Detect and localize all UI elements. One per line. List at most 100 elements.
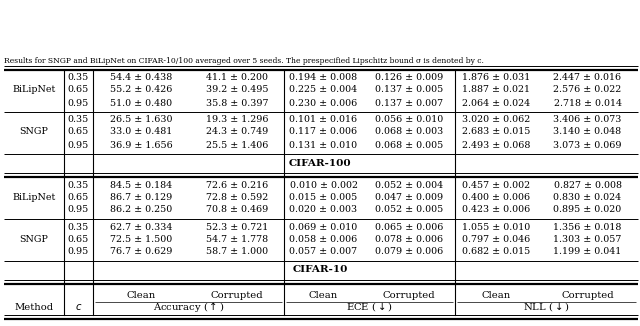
Text: Corrupted: Corrupted [561, 290, 614, 300]
Text: 35.8 ± 0.397: 35.8 ± 0.397 [205, 98, 268, 108]
Text: 36.9 ± 1.656: 36.9 ± 1.656 [110, 141, 173, 150]
Text: 2.718 ± 0.014: 2.718 ± 0.014 [554, 98, 621, 108]
Text: 1.055 ± 0.010: 1.055 ± 0.010 [462, 223, 530, 231]
Text: 0.194 ± 0.008: 0.194 ± 0.008 [289, 73, 358, 82]
Text: ECE ($\downarrow$): ECE ($\downarrow$) [346, 301, 393, 314]
Text: 0.068 ± 0.005: 0.068 ± 0.005 [375, 141, 443, 150]
Text: 0.056 ± 0.010: 0.056 ± 0.010 [375, 115, 443, 125]
Text: 0.830 ± 0.024: 0.830 ± 0.024 [554, 192, 621, 201]
Text: CIFAR-10: CIFAR-10 [292, 265, 348, 274]
Text: 19.3 ± 1.296: 19.3 ± 1.296 [205, 115, 268, 125]
Text: 1.303 ± 0.057: 1.303 ± 0.057 [554, 234, 621, 244]
Text: 52.3 ± 0.721: 52.3 ± 0.721 [206, 223, 268, 231]
Text: 1.876 ± 0.031: 1.876 ± 0.031 [462, 73, 530, 82]
Text: 0.35: 0.35 [68, 115, 89, 125]
Text: 0.225 ± 0.004: 0.225 ± 0.004 [289, 85, 358, 95]
Text: 55.2 ± 0.426: 55.2 ± 0.426 [110, 85, 173, 95]
Text: 0.65: 0.65 [68, 234, 89, 244]
Text: Accuracy ($\uparrow$): Accuracy ($\uparrow$) [153, 300, 224, 314]
Text: 0.400 ± 0.006: 0.400 ± 0.006 [462, 192, 530, 201]
Text: 41.1 ± 0.200: 41.1 ± 0.200 [206, 73, 268, 82]
Text: 3.406 ± 0.073: 3.406 ± 0.073 [554, 115, 621, 125]
Text: BiLipNet: BiLipNet [12, 85, 56, 95]
Text: 72.8 ± 0.592: 72.8 ± 0.592 [206, 192, 268, 201]
Text: 70.8 ± 0.469: 70.8 ± 0.469 [206, 205, 268, 215]
Text: 0.35: 0.35 [68, 223, 89, 231]
Text: 0.457 ± 0.002: 0.457 ± 0.002 [462, 181, 530, 189]
Text: 86.7 ± 0.129: 86.7 ± 0.129 [110, 192, 173, 201]
Text: 1.356 ± 0.018: 1.356 ± 0.018 [554, 223, 621, 231]
Text: 54.4 ± 0.438: 54.4 ± 0.438 [110, 73, 173, 82]
Text: 0.230 ± 0.006: 0.230 ± 0.006 [289, 98, 358, 108]
Text: 0.65: 0.65 [68, 127, 89, 137]
Text: 0.015 ± 0.005: 0.015 ± 0.005 [289, 192, 358, 201]
Text: 0.058 ± 0.006: 0.058 ± 0.006 [289, 234, 358, 244]
Text: 0.052 ± 0.005: 0.052 ± 0.005 [375, 205, 443, 215]
Text: 0.65: 0.65 [68, 85, 89, 95]
Text: 0.069 ± 0.010: 0.069 ± 0.010 [289, 223, 358, 231]
Text: 3.140 ± 0.048: 3.140 ± 0.048 [554, 127, 621, 137]
Text: 0.057 ± 0.007: 0.057 ± 0.007 [289, 247, 358, 257]
Text: 0.126 ± 0.009: 0.126 ± 0.009 [375, 73, 443, 82]
Text: 86.2 ± 0.250: 86.2 ± 0.250 [110, 205, 173, 215]
Text: 33.0 ± 0.481: 33.0 ± 0.481 [110, 127, 173, 137]
Text: 2.064 ± 0.024: 2.064 ± 0.024 [462, 98, 530, 108]
Text: 0.95: 0.95 [68, 205, 89, 215]
Text: Clean: Clean [309, 290, 338, 300]
Text: 0.95: 0.95 [68, 247, 89, 257]
Text: 2.447 ± 0.016: 2.447 ± 0.016 [554, 73, 621, 82]
Text: Clean: Clean [127, 290, 156, 300]
Text: BiLipNet: BiLipNet [12, 192, 56, 201]
Text: 0.131 ± 0.010: 0.131 ± 0.010 [289, 141, 358, 150]
Text: 0.068 ± 0.003: 0.068 ± 0.003 [375, 127, 443, 137]
Text: 39.2 ± 0.495: 39.2 ± 0.495 [205, 85, 268, 95]
Text: 24.3 ± 0.749: 24.3 ± 0.749 [206, 127, 268, 137]
Text: 0.101 ± 0.016: 0.101 ± 0.016 [289, 115, 358, 125]
Text: SNGP: SNGP [20, 234, 49, 244]
Text: 58.7 ± 1.000: 58.7 ± 1.000 [206, 247, 268, 257]
Text: 0.079 ± 0.006: 0.079 ± 0.006 [375, 247, 443, 257]
Text: 62.7 ± 0.334: 62.7 ± 0.334 [110, 223, 173, 231]
Text: 0.137 ± 0.005: 0.137 ± 0.005 [375, 85, 443, 95]
Text: 2.683 ± 0.015: 2.683 ± 0.015 [462, 127, 530, 137]
Text: 0.052 ± 0.004: 0.052 ± 0.004 [375, 181, 443, 189]
Text: 51.0 ± 0.480: 51.0 ± 0.480 [111, 98, 173, 108]
Text: 0.895 ± 0.020: 0.895 ± 0.020 [554, 205, 621, 215]
Text: 0.682 ± 0.015: 0.682 ± 0.015 [462, 247, 530, 257]
Text: 54.7 ± 1.778: 54.7 ± 1.778 [206, 234, 268, 244]
Text: Results for SNGP and BiLipNet on CIFAR-10/100 averaged over 5 seeds. The prespec: Results for SNGP and BiLipNet on CIFAR-1… [4, 57, 484, 65]
Text: 76.7 ± 0.629: 76.7 ± 0.629 [110, 247, 173, 257]
Text: Corrupted: Corrupted [211, 290, 263, 300]
Text: 0.047 ± 0.009: 0.047 ± 0.009 [375, 192, 443, 201]
Text: 3.073 ± 0.069: 3.073 ± 0.069 [553, 141, 621, 150]
Text: 25.5 ± 1.406: 25.5 ± 1.406 [206, 141, 268, 150]
Text: SNGP: SNGP [20, 127, 49, 137]
Text: 1.887 ± 0.021: 1.887 ± 0.021 [462, 85, 530, 95]
Text: 0.010 ± 0.002: 0.010 ± 0.002 [289, 181, 358, 189]
Text: Corrupted: Corrupted [383, 290, 435, 300]
Text: NLL ($\downarrow$): NLL ($\downarrow$) [524, 301, 570, 314]
Text: 1.199 ± 0.041: 1.199 ± 0.041 [554, 247, 621, 257]
Text: 0.65: 0.65 [68, 192, 89, 201]
Text: $c$: $c$ [75, 302, 82, 312]
Text: Method: Method [15, 303, 54, 312]
Text: 0.137 ± 0.007: 0.137 ± 0.007 [375, 98, 443, 108]
Text: 26.5 ± 1.630: 26.5 ± 1.630 [110, 115, 173, 125]
Text: 0.423 ± 0.006: 0.423 ± 0.006 [462, 205, 530, 215]
Text: 0.35: 0.35 [68, 181, 89, 189]
Text: 0.827 ± 0.008: 0.827 ± 0.008 [554, 181, 621, 189]
Text: 0.797 ± 0.046: 0.797 ± 0.046 [462, 234, 530, 244]
Text: 72.6 ± 0.216: 72.6 ± 0.216 [206, 181, 268, 189]
Text: 2.576 ± 0.022: 2.576 ± 0.022 [554, 85, 621, 95]
Text: 2.493 ± 0.068: 2.493 ± 0.068 [462, 141, 530, 150]
Text: 3.020 ± 0.062: 3.020 ± 0.062 [462, 115, 530, 125]
Text: CIFAR-100: CIFAR-100 [289, 158, 351, 168]
Text: 84.5 ± 0.184: 84.5 ± 0.184 [111, 181, 173, 189]
Text: 0.078 ± 0.006: 0.078 ± 0.006 [375, 234, 443, 244]
Text: 0.95: 0.95 [68, 98, 89, 108]
Text: 0.35: 0.35 [68, 73, 89, 82]
Text: 72.5 ± 1.500: 72.5 ± 1.500 [110, 234, 173, 244]
Text: 0.95: 0.95 [68, 141, 89, 150]
Text: Clean: Clean [481, 290, 511, 300]
Text: 0.065 ± 0.006: 0.065 ± 0.006 [375, 223, 443, 231]
